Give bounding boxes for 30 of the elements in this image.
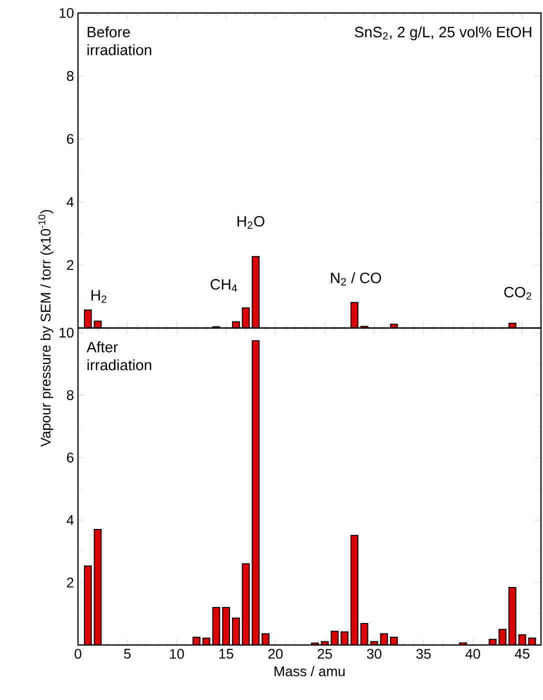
x-tick-label: 30 <box>366 648 382 659</box>
y-tick-label: 2 <box>67 260 74 270</box>
x-tick-label: 40 <box>465 648 480 659</box>
annotation: H$_{2}$ <box>92 290 106 303</box>
y-tick-label: 4 <box>66 515 74 525</box>
annotation: CO$_{2}$ <box>504 286 532 300</box>
y-tick-label: 10 <box>60 328 74 338</box>
y-tick-label: 8 <box>66 71 74 81</box>
y-tick-label: 10 <box>60 8 74 18</box>
y-tick-label: 8 <box>66 390 74 400</box>
annotation: CH$_{4}$ <box>210 279 237 292</box>
x-axis-title: Mass / amu <box>274 666 345 676</box>
x-tick-label: 5 <box>124 648 131 659</box>
y-tick-label: 4 <box>66 197 74 207</box>
x-tick-label: 10 <box>170 648 184 659</box>
annotation: SnS$_{2}$, 2 g/L, 25 vol% EtOH <box>354 26 532 40</box>
x-tick-label: 20 <box>268 648 283 659</box>
x-tick-label: 35 <box>416 648 431 659</box>
annotation: After irradiation <box>86 341 152 370</box>
x-tick-label: 25 <box>318 648 332 659</box>
annotation: Before irradiation <box>88 26 152 56</box>
x-tick-label: 0 <box>74 648 82 659</box>
annotation: N$_{2}$ / CO <box>331 272 382 286</box>
x-tick-label: 15 <box>219 648 234 659</box>
y-tick-label: 2 <box>67 578 74 588</box>
y-tick-label: 6 <box>67 452 74 463</box>
annotation: H$_{2}$O <box>238 216 264 229</box>
y-axis-title: Vapour pressure by SEM / torr (x10$^{-10}$) <box>38 210 54 447</box>
x-tick-label: 45 <box>514 648 530 659</box>
y-tick-label: 6 <box>67 134 74 144</box>
